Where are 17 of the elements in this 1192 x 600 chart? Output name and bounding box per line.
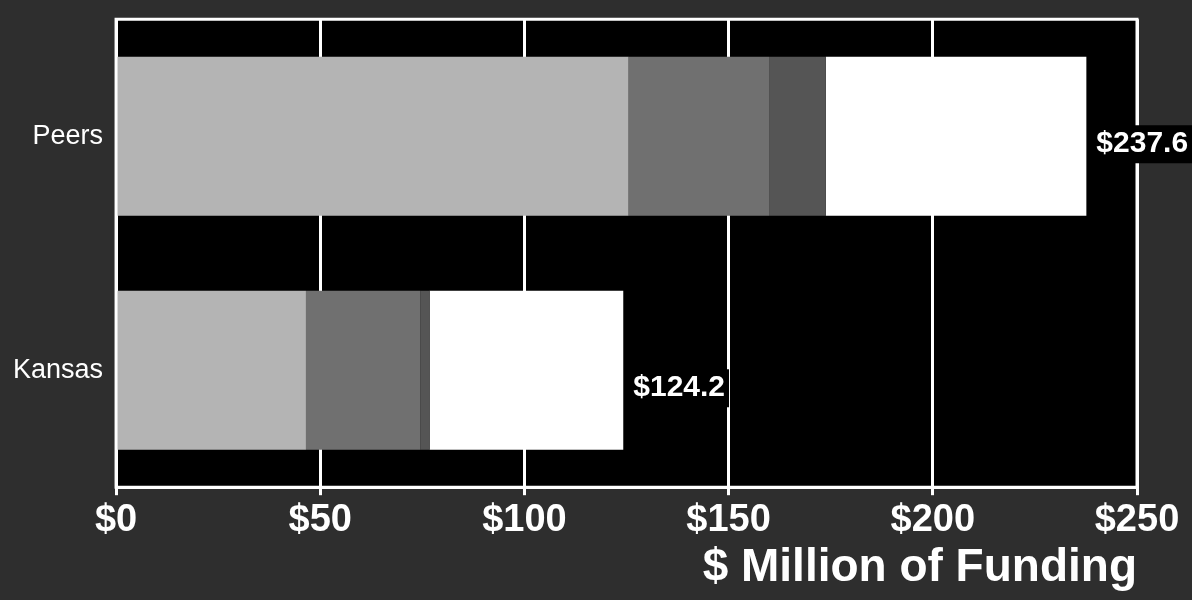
x-tick-label: $100	[482, 497, 567, 540]
x-tick-label: $50	[288, 497, 352, 540]
total-label: $237.6	[1096, 125, 1189, 159]
x-tick-label: $250	[1094, 497, 1180, 540]
bar	[628, 56, 770, 216]
bar	[117, 290, 306, 450]
total-label: $124.2	[633, 369, 726, 403]
x-tick-label: $200	[890, 497, 976, 540]
x-axis-title: $ Million of Funding	[702, 539, 1137, 592]
bar	[420, 290, 430, 450]
y-tick-label: Peers	[32, 119, 104, 150]
bar	[305, 290, 421, 450]
bar	[769, 56, 826, 216]
y-tick-label: Kansas	[12, 353, 104, 384]
x-tick-label: $150	[686, 497, 771, 540]
bar	[117, 56, 629, 216]
x-tick-label: $0	[94, 497, 138, 540]
